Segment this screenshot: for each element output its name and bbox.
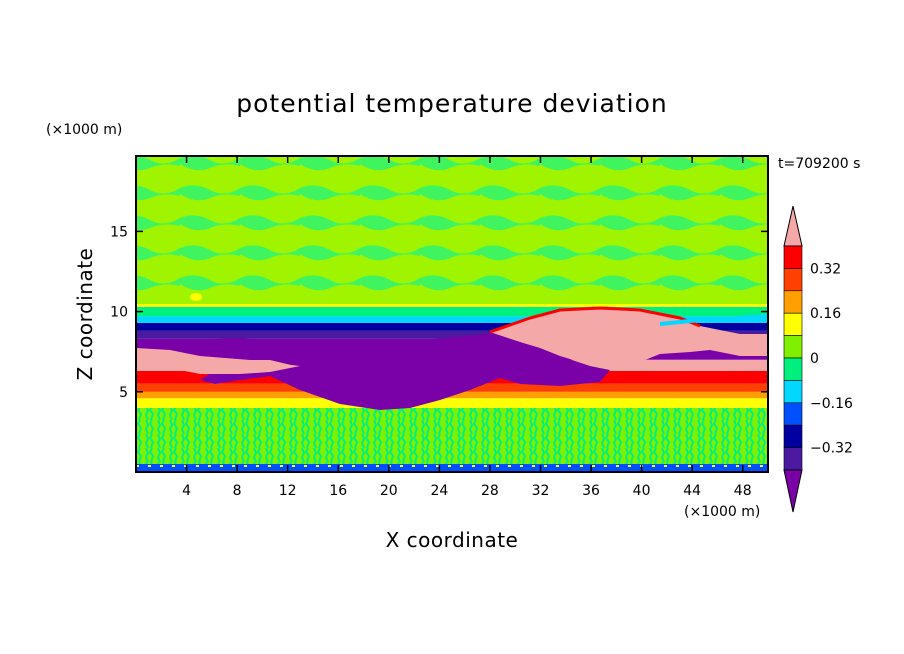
band-10 (136, 316, 768, 323)
chart-title: potential temperature deviation (236, 89, 667, 118)
band-8 (136, 330, 768, 339)
x-tick-label: 12 (279, 483, 297, 499)
x-tick-label: 36 (582, 483, 600, 499)
x-ticks: 4 8 12 16 20 24 28 32 36 40 44 48 (182, 156, 752, 499)
colorbar-segment (783, 268, 803, 292)
bottom-noise (136, 464, 768, 472)
x-tick-label: 48 (734, 483, 752, 499)
overlay-layer (136, 156, 768, 472)
warm-anomaly-edge (489, 306, 701, 334)
x-tick-label: 44 (683, 483, 701, 499)
x-tick-label: 16 (329, 483, 347, 499)
cyan-streak (659, 314, 768, 326)
colorbar-label: −0.16 (810, 396, 853, 412)
x-tick-label: 32 (532, 483, 550, 499)
band-2 (136, 398, 768, 408)
colorbar: 0.32 0.16 0 −0.16 −0.32 (783, 205, 853, 513)
colorbar-segment (783, 447, 803, 471)
warm-anomaly-right (490, 308, 768, 368)
y-unit-label: (×1000 m) (46, 122, 122, 138)
x-tick-label: 24 (430, 483, 448, 499)
y-tick-label: 10 (110, 305, 128, 321)
cold-pool (136, 330, 610, 410)
colorbar-bottom-triangle (783, 469, 803, 513)
plot-area (136, 156, 768, 472)
upper-mottle (136, 156, 768, 304)
y-ticks: 5 10 15 (110, 224, 768, 401)
x-tick-label: 20 (380, 483, 398, 499)
warm-anomaly-left (136, 348, 300, 374)
x-tick-label: 4 (182, 483, 191, 499)
colorbar-label: −0.32 (810, 441, 853, 457)
colorbar-segment (783, 402, 803, 426)
colorbar-top-triangle (783, 205, 803, 247)
colorbar-segment (783, 424, 803, 448)
colorbar-segment (783, 245, 803, 269)
plot-frame (135, 155, 769, 473)
band-11 (136, 306, 768, 317)
colorbar-segment (783, 335, 803, 359)
colorbar-label: 0.16 (810, 306, 841, 322)
x-axis-title: X coordinate (386, 528, 519, 552)
y-tick-label: 15 (110, 224, 128, 240)
colorbar-segment (783, 312, 803, 336)
yellow-speck (190, 293, 202, 301)
time-label: t=709200 s (778, 156, 860, 172)
colorbar-label: 0 (810, 351, 819, 367)
colorbar-label: 0.32 (810, 261, 841, 277)
colorbar-segment (783, 357, 803, 381)
y-tick-label: 5 (119, 385, 128, 401)
colorbar-segment (783, 380, 803, 404)
colorbar-segment (783, 290, 803, 314)
band-9 (136, 322, 768, 331)
x-tick-label: 40 (633, 483, 651, 499)
x-unit-label: (×1000 m) (684, 504, 760, 520)
y-axis-title: Z coordinate (73, 248, 97, 381)
lower-turbulence (136, 408, 768, 464)
x-tick-label: 8 (233, 483, 242, 499)
x-tick-label: 28 (481, 483, 499, 499)
